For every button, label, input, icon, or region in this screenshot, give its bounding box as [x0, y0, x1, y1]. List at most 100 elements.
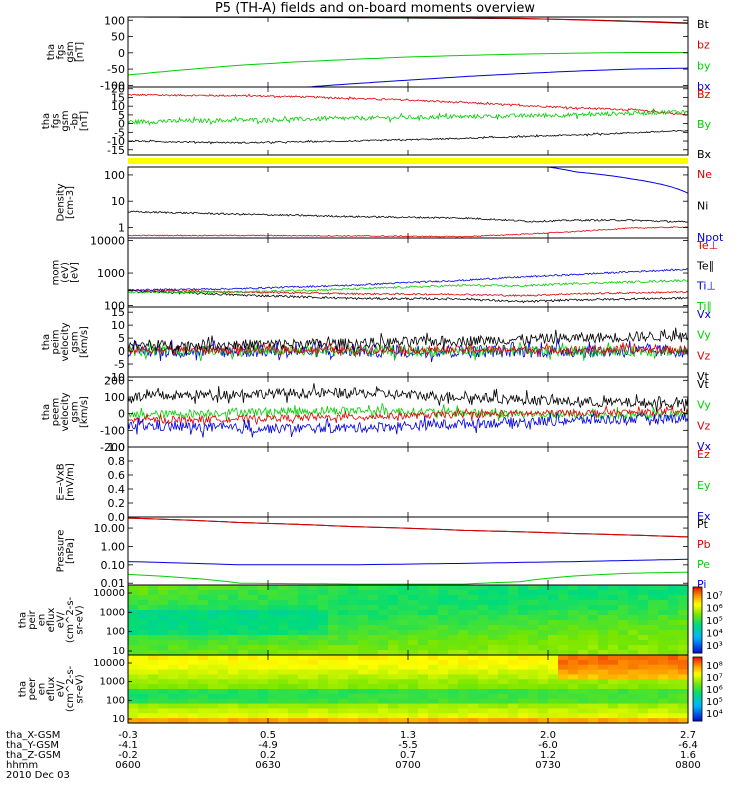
legend: Ne Ni Npot — [697, 168, 724, 244]
colorbar-tick-label: 10⁷ — [706, 673, 723, 684]
series-line-Te⊥ — [127, 288, 689, 298]
x-axis-row-label: tha_X-GSM — [6, 730, 60, 741]
x-axis-date: 2010 Dec 03 — [6, 770, 70, 781]
y-axis-label-line: [km/s] — [79, 326, 90, 358]
legend-entry: Vx — [697, 440, 712, 453]
legend-entry: Vx — [697, 308, 712, 321]
y-tick-label: -5 — [114, 126, 125, 139]
y-tick-label: 1.00 — [101, 540, 126, 553]
legend: Vt Vy Vz Vx — [697, 378, 712, 453]
y-tick-label: 100 — [106, 695, 125, 706]
legend-entry: Pt — [697, 518, 709, 531]
y-tick-label: 0.4 — [108, 483, 126, 496]
y-axis-label-line: (cm^2-s- — [65, 596, 76, 643]
legend-entry: Ez — [697, 448, 710, 461]
panel-8: 10.00 1.00 0.10 0.01 Pt Pb Pe Pi Pressure[nPa] — [55, 516, 711, 591]
x-axis-annotations: tha_X-GSM -0.3 0.5 1.3 2.0 2.7 tha_Y-GSM -4.1 -4… — [6, 730, 701, 781]
colorbar-tick-label: 10⁷ — [706, 591, 723, 602]
y-tick-label: 1000 — [100, 677, 125, 688]
y-axis-label-line: [eV] — [70, 262, 81, 283]
y-tick-label: 10 — [112, 714, 125, 725]
legend-entry: Pi — [697, 578, 706, 591]
colorbar-tick-label: 10⁶ — [706, 685, 723, 696]
y-tick-label: 1 — [118, 222, 125, 235]
legend-entry: Pe — [697, 558, 710, 571]
legend: Ez Ey Ex — [697, 448, 711, 523]
legend-entry: Pb — [697, 538, 711, 551]
legend: Vx Vy Vz Vt — [697, 308, 712, 383]
x-axis-row-value: -4.1 — [118, 740, 138, 751]
y-tick-label: 100 — [104, 14, 125, 27]
y-axis-label-line: [nT] — [74, 42, 85, 62]
colorbar-tick-label: 10⁸ — [706, 661, 723, 672]
y-axis-label-line: sr-eV) — [75, 674, 86, 703]
x-axis-row-value: 0700 — [395, 760, 420, 771]
series-line-Pb — [127, 517, 689, 538]
y-axis-label-line: velocity — [60, 392, 71, 431]
y-tick-label: 0 — [118, 47, 125, 60]
y-tick-label: 20 — [111, 83, 125, 96]
legend-entry: by — [697, 59, 711, 72]
y-axis-label-line: tha — [41, 334, 52, 350]
colorbar-tick-label: 10⁴ — [706, 629, 723, 640]
x-axis-row-value: 0630 — [255, 760, 280, 771]
x-axis-row-value: 0800 — [675, 760, 700, 771]
panel-frame — [127, 237, 689, 308]
panel-frame — [127, 16, 689, 88]
y-axis-label-line: fgs — [55, 44, 66, 59]
y-tick-label: 0.2 — [108, 497, 126, 510]
y-axis-label-line: tha — [41, 113, 52, 129]
y-tick-label: 100 — [104, 169, 125, 182]
series-line-By — [127, 108, 689, 126]
y-axis-label: E=-VxB[mV/m] — [55, 463, 76, 501]
legend-entry: Ne — [697, 168, 712, 181]
x-axis-row-value: -5.5 — [398, 740, 418, 751]
y-axis-label-line: peim — [51, 329, 62, 354]
y-tick-label: 5 — [118, 332, 125, 345]
y-axis-label-line: tha — [18, 681, 29, 697]
y-tick-label: -100 — [100, 424, 125, 437]
legend-entry: Npot — [697, 231, 724, 244]
series-line-Bx — [127, 129, 689, 145]
y-axis-label-line: [cm-3] — [65, 186, 76, 219]
legend-entry: Ey — [697, 479, 711, 492]
series-line-Vz — [127, 404, 689, 427]
y-axis-label-line: gsm — [60, 110, 71, 131]
x-axis-row-label: tha_Y-GSM — [6, 740, 59, 751]
y-axis-label-line: eflux — [46, 608, 57, 633]
legend-entry: Vy — [697, 329, 711, 342]
panel-6: 200 100 0 -100 -200 Vt Vy Vz Vx thapeemvelocitygs… — [41, 374, 712, 454]
series-line-Te∥ — [127, 289, 689, 304]
legend-entry: bx — [697, 80, 711, 93]
y-axis-label-line: fgs — [51, 113, 62, 128]
y-axis-label-line: en — [37, 683, 48, 696]
x-axis-row-value: 0.7 — [400, 750, 416, 761]
x-axis-row-value: 1.6 — [680, 750, 696, 761]
legend-entry: By — [697, 118, 712, 131]
panel-7: 1.00.80.60.40.20.0 Ez Ey Ex E=-VxB[mV/m] — [55, 441, 711, 524]
x-axis-row-value: -6.4 — [678, 740, 698, 751]
y-tick-label: 10.00 — [94, 522, 126, 535]
y-axis-label-line: sr-eV) — [75, 605, 86, 634]
legend-entry: Te⊥ — [696, 239, 718, 252]
y-axis-label-line: peir — [27, 609, 38, 629]
y-tick-label: 0 — [118, 408, 125, 421]
series-line-Vz — [127, 342, 689, 358]
y-tick-label: -5 — [114, 358, 125, 371]
y-tick-label: 10000 — [90, 235, 125, 248]
y-axis-label-line: eV/ — [56, 611, 67, 628]
legend-entry: Ex — [697, 510, 711, 523]
y-tick-label: -15 — [107, 144, 125, 157]
legend-entry: Ti⊥ — [696, 280, 716, 293]
y-tick-label: 200 — [104, 374, 125, 387]
y-tick-label: 0.01 — [101, 577, 126, 590]
y-tick-label: 50 — [111, 31, 125, 44]
colorbar-tick-label: 10⁵ — [706, 616, 723, 627]
y-axis-label-line: gsm — [70, 331, 81, 352]
